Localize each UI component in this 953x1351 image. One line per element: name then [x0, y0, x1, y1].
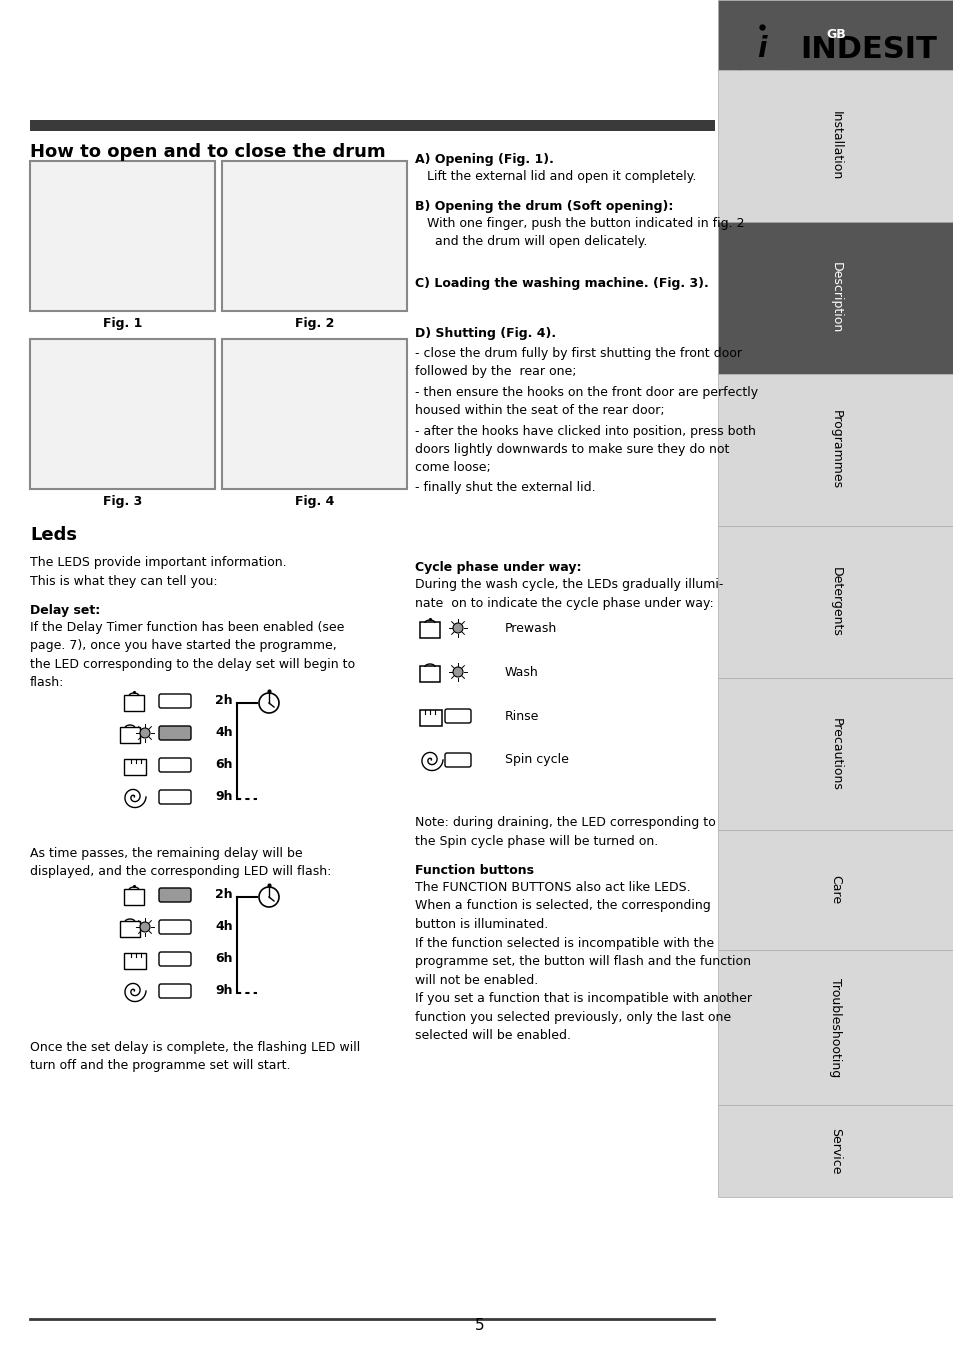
FancyBboxPatch shape [159, 888, 191, 902]
Text: B) Opening the drum (Soft opening):: B) Opening the drum (Soft opening): [415, 200, 673, 213]
Bar [718, 374, 953, 526]
Text: Description: Description [828, 262, 841, 334]
Bar [718, 0, 953, 70]
Text: Lift the external lid and open it completely.: Lift the external lid and open it comple… [427, 170, 696, 182]
Bar [30, 339, 214, 489]
Text: 4h: 4h [214, 920, 233, 934]
Text: Note: during draining, the LED corresponding to
the Spin cycle phase will be tur: Note: during draining, the LED correspon… [415, 816, 715, 847]
Text: The FUNCTION BUTTONS also act like LEDS.
When a function is selected, the corres: The FUNCTION BUTTONS also act like LEDS.… [415, 881, 751, 1042]
Text: The LEDS provide important information.
This is what they can tell you:: The LEDS provide important information. … [30, 557, 286, 588]
Bar [30, 161, 214, 311]
Text: Wash: Wash [504, 666, 538, 678]
Bar [718, 1105, 953, 1197]
Text: 2h: 2h [214, 889, 233, 901]
Text: During the wash cycle, the LEDs gradually illumi-
nate  on to indicate the cycle: During the wash cycle, the LEDs graduall… [415, 578, 722, 609]
Text: A) Opening (Fig. 1).: A) Opening (Fig. 1). [415, 153, 554, 166]
Text: Fig. 4: Fig. 4 [294, 494, 334, 508]
Circle shape [453, 623, 462, 634]
Text: Prewash: Prewash [504, 621, 557, 635]
Text: How to open and to close the drum: How to open and to close the drum [30, 143, 385, 161]
Text: As time passes, the remaining delay will be
displayed, and the corresponding LED: As time passes, the remaining delay will… [30, 847, 331, 878]
Text: Once the set delay is complete, the flashing LED will
turn off and the programme: Once the set delay is complete, the flas… [30, 1042, 360, 1073]
Circle shape [140, 728, 150, 738]
Bar [222, 339, 407, 489]
Bar [718, 678, 953, 830]
Text: 5: 5 [475, 1319, 484, 1333]
Text: Cycle phase under way:: Cycle phase under way: [415, 561, 581, 574]
Text: Installation: Installation [828, 111, 841, 181]
Bar [222, 161, 407, 311]
Text: Spin cycle: Spin cycle [504, 754, 568, 766]
Circle shape [140, 921, 150, 932]
Circle shape [453, 667, 462, 677]
Text: Precautions: Precautions [828, 717, 841, 790]
Text: D) Shutting (Fig. 4).: D) Shutting (Fig. 4). [415, 327, 556, 340]
Text: Service: Service [828, 1128, 841, 1174]
Text: Programmes: Programmes [828, 411, 841, 489]
Text: INDESIT: INDESIT [800, 35, 936, 63]
Text: i: i [757, 35, 766, 63]
Text: Leds: Leds [30, 526, 77, 544]
Text: - after the hooks have clicked into position, press both
doors lightly downwards: - after the hooks have clicked into posi… [415, 426, 755, 474]
Text: - close the drum fully by first shutting the front door
followed by the  rear on: - close the drum fully by first shutting… [415, 347, 741, 378]
Text: Fig. 1: Fig. 1 [103, 317, 142, 330]
Text: Fig. 2: Fig. 2 [294, 317, 334, 330]
Text: If the Delay Timer function has been enabled (see
page. 7), once you have starte: If the Delay Timer function has been ena… [30, 621, 355, 689]
Text: Function buttons: Function buttons [415, 865, 534, 877]
Text: With one finger, push the button indicated in fig. 2
  and the drum will open de: With one finger, push the button indicat… [427, 218, 743, 249]
Bar [718, 526, 953, 678]
Text: 6h: 6h [214, 952, 233, 966]
Text: 4h: 4h [214, 727, 233, 739]
FancyBboxPatch shape [159, 725, 191, 740]
Text: Rinse: Rinse [504, 709, 538, 723]
Bar [718, 222, 953, 374]
Bar [718, 70, 953, 222]
Bar [30, 120, 714, 131]
Text: Fig. 3: Fig. 3 [103, 494, 142, 508]
Text: Troubleshooting: Troubleshooting [828, 978, 841, 1077]
Text: 9h: 9h [214, 790, 233, 804]
Text: Delay set:: Delay set: [30, 604, 100, 617]
Text: 2h: 2h [214, 694, 233, 708]
Text: - finally shut the external lid.: - finally shut the external lid. [415, 481, 595, 494]
Text: Detergents: Detergents [828, 567, 841, 636]
Text: - then ensure the hooks on the front door are perfectly
housed within the seat o: - then ensure the hooks on the front doo… [415, 386, 758, 417]
Text: 9h: 9h [214, 985, 233, 997]
Bar [718, 830, 953, 950]
Text: C) Loading the washing machine. (Fig. 3).: C) Loading the washing machine. (Fig. 3)… [415, 277, 708, 290]
Bar [718, 950, 953, 1105]
Text: Care: Care [828, 875, 841, 905]
Text: GB: GB [825, 28, 845, 42]
Text: 6h: 6h [214, 758, 233, 771]
